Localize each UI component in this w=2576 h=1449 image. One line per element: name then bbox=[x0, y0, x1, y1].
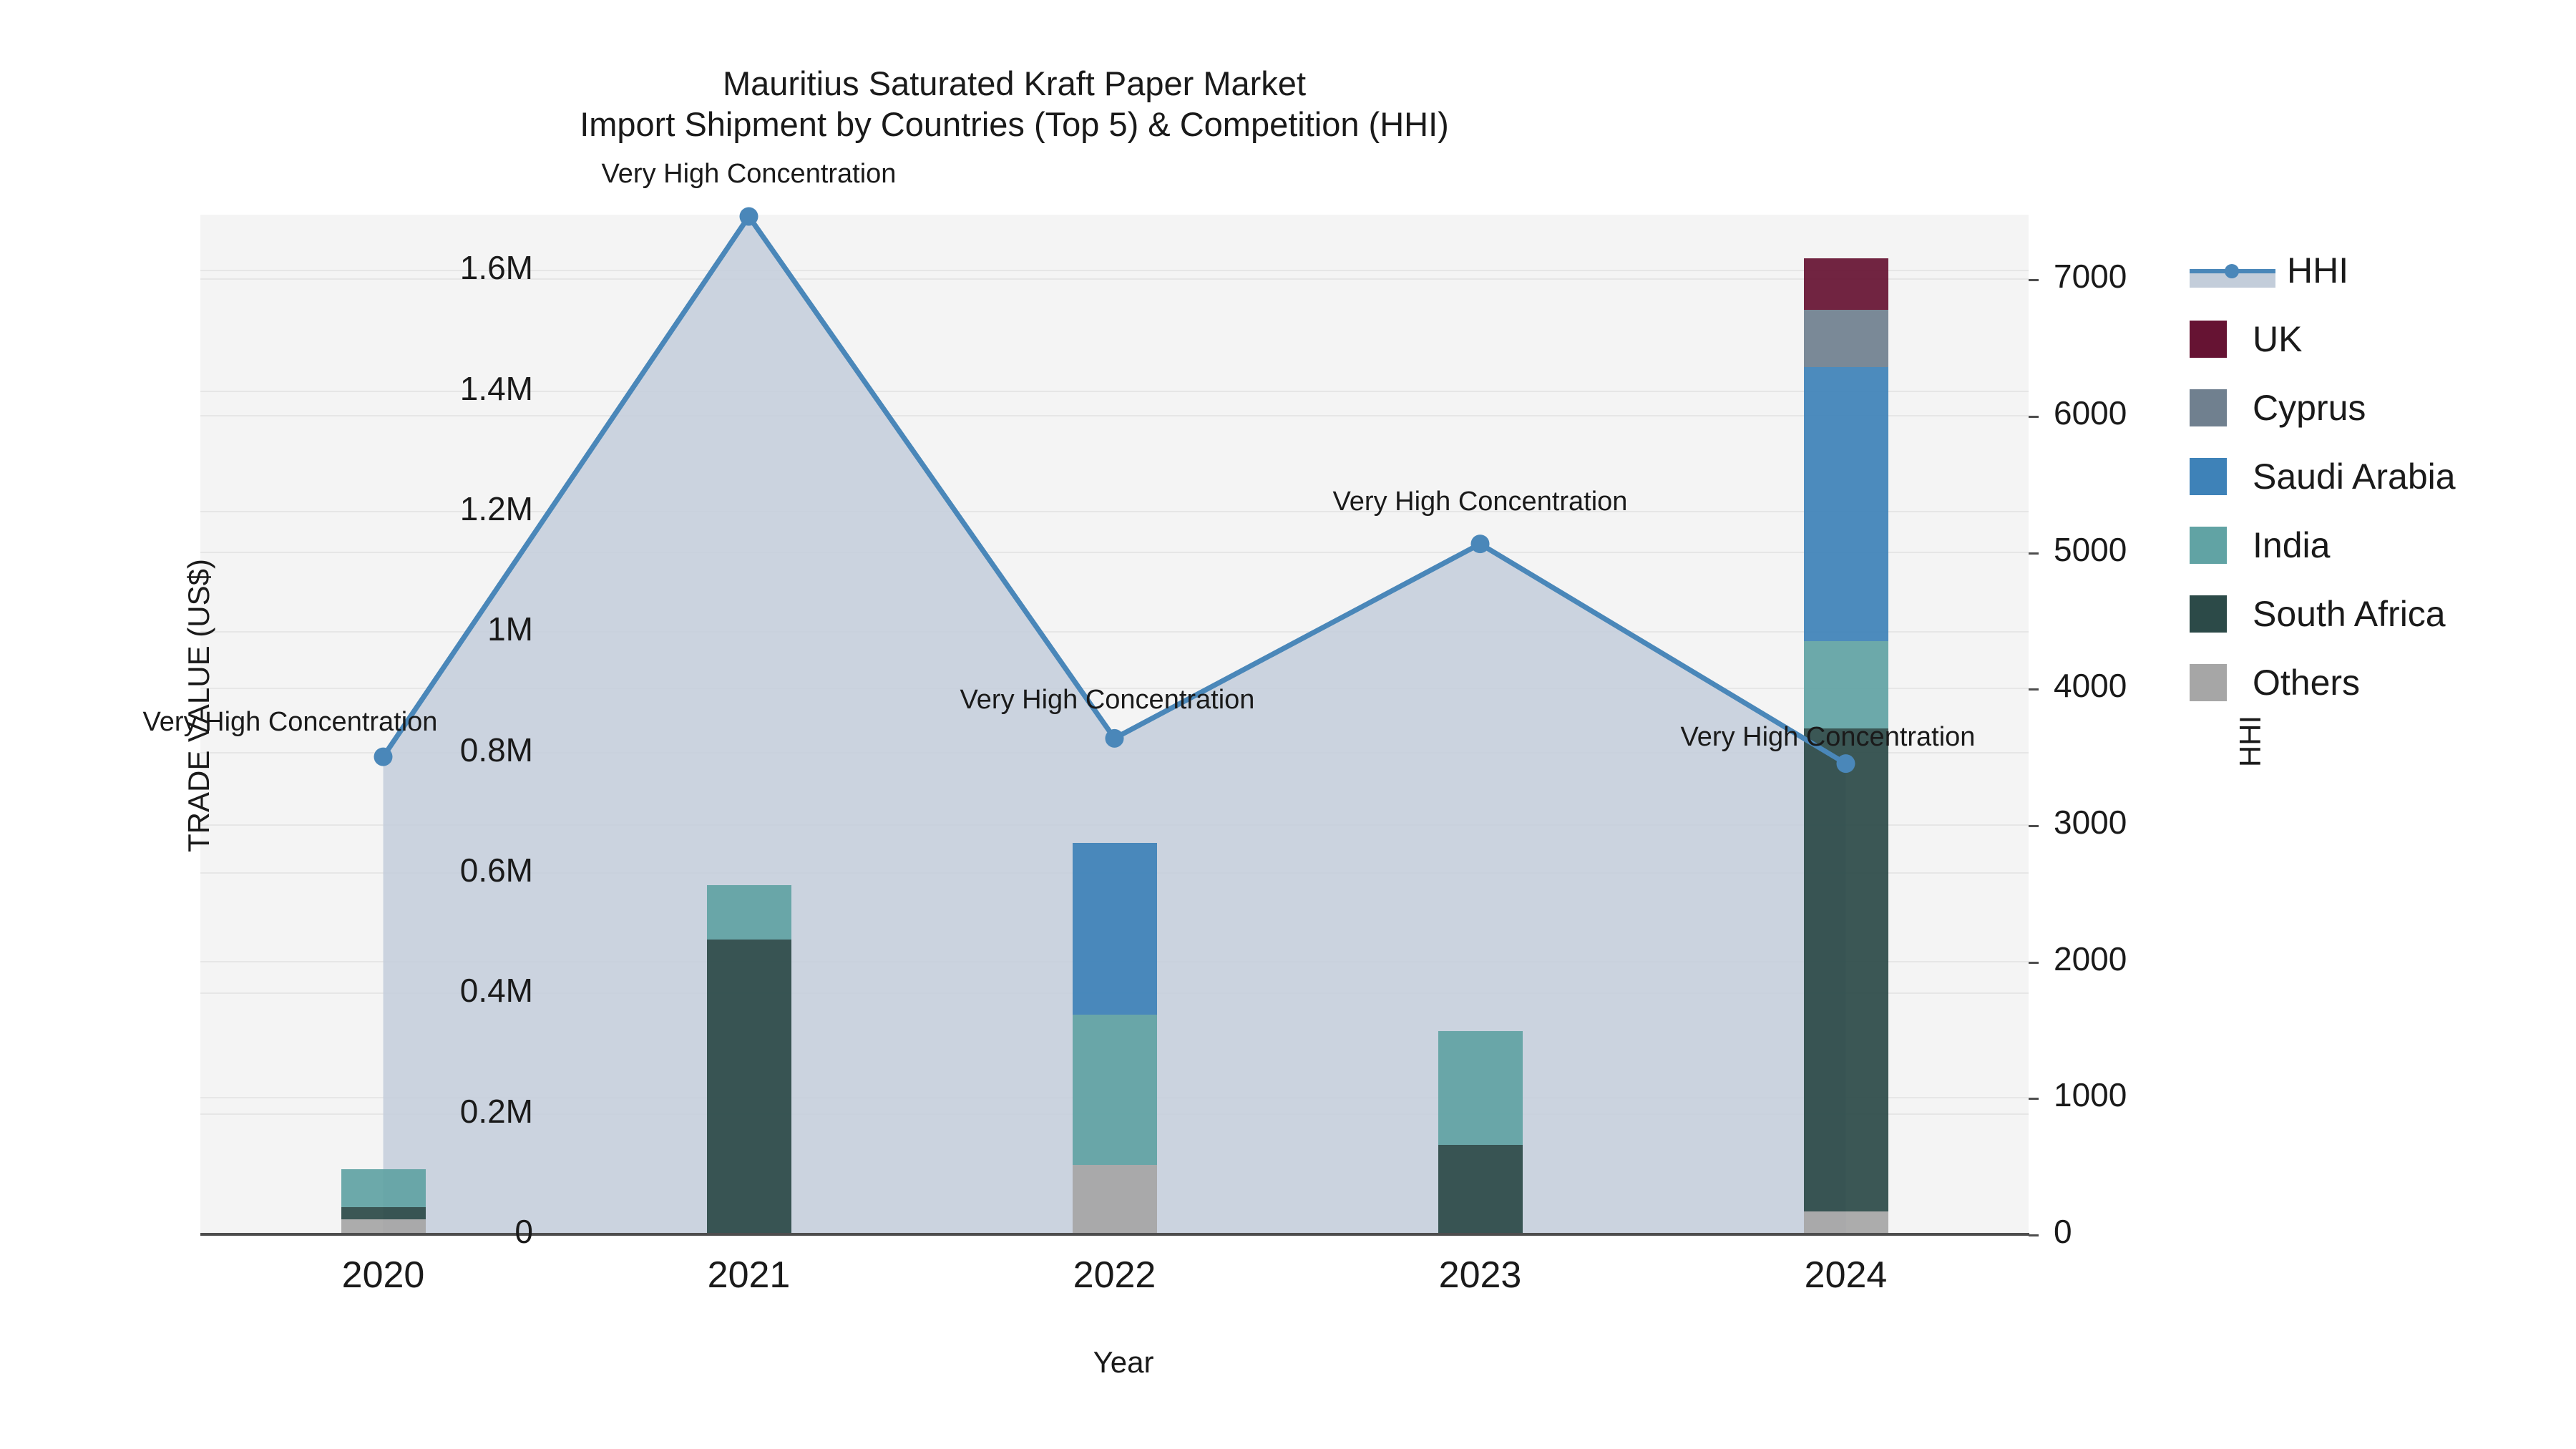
legend-swatch-icon bbox=[2190, 458, 2227, 495]
y-axis-right-tick: 7000 bbox=[2054, 258, 2127, 296]
y-axis-right-tick: 0 bbox=[2054, 1213, 2072, 1250]
legend-item-label: UK bbox=[2253, 319, 2303, 359]
legend-item-label: Others bbox=[2253, 663, 2361, 703]
chart-title: Mauritius Saturated Kraft Paper Market I… bbox=[0, 63, 2029, 145]
legend-item-south-africa[interactable]: South Africa bbox=[2190, 580, 2576, 648]
y-axis-right-tick: 5000 bbox=[2054, 530, 2127, 568]
y-axis-left-label: TRADE VALUE (US$) bbox=[182, 559, 215, 852]
y-axis-right-tick-mark bbox=[2029, 415, 2039, 418]
legend-item-label: Cyprus bbox=[2253, 388, 2366, 428]
bar-segment-others[interactable] bbox=[1072, 1165, 1157, 1234]
chart-title-line-2: Import Shipment by Countries (Top 5) & C… bbox=[580, 105, 1449, 144]
legend-item-label: Saudi Arabia bbox=[2253, 457, 2456, 497]
legend-swatch-icon bbox=[2190, 389, 2227, 426]
legend-item-hhi[interactable]: HHI bbox=[2190, 236, 2576, 305]
bar-segment-india[interactable] bbox=[1803, 640, 1888, 728]
x-axis-line bbox=[200, 1233, 2029, 1236]
x-axis-tick-2024: 2024 bbox=[1804, 1254, 1888, 1296]
bar-segment-india[interactable] bbox=[706, 884, 791, 940]
y-axis-left-tick: 1.2M bbox=[459, 489, 533, 527]
bar-segment-south-africa[interactable] bbox=[1803, 728, 1888, 1211]
plot-area bbox=[200, 207, 2029, 1235]
legend-swatch-icon bbox=[2190, 321, 2227, 358]
legend-item-label: HHI bbox=[2287, 250, 2349, 291]
bar-segment-south-africa[interactable] bbox=[341, 1207, 426, 1219]
legend-item-label: South Africa bbox=[2253, 594, 2446, 634]
y-axis-right-tick: 2000 bbox=[2054, 940, 2127, 977]
legend-item-india[interactable]: India bbox=[2190, 511, 2576, 580]
y-axis-right-tick: 1000 bbox=[2054, 1076, 2127, 1114]
y-axis-right-tick-mark bbox=[2029, 961, 2039, 964]
y-axis-left-tick: 1.6M bbox=[459, 249, 533, 287]
legend: HHI UK Cyprus Saudi Arabia India South Africa… bbox=[2190, 236, 2576, 717]
annotation-label: Very High Concentration bbox=[1680, 722, 1976, 753]
y-axis-right-tick-mark bbox=[2029, 279, 2039, 282]
legend-swatch-icon bbox=[2190, 595, 2227, 633]
chart-title-line-1: Mauritius Saturated Kraft Paper Market bbox=[722, 64, 1307, 102]
y-axis-left-tick: 0.6M bbox=[459, 851, 533, 889]
bar-segment-india[interactable] bbox=[1072, 1014, 1157, 1166]
bar-segment-india[interactable] bbox=[341, 1169, 426, 1208]
y-axis-right-tick-mark bbox=[2029, 824, 2039, 827]
annotation-label: Very High Concentration bbox=[142, 706, 438, 737]
x-axis-tick-2021: 2021 bbox=[707, 1254, 791, 1296]
y-axis-right-tick-mark bbox=[2029, 1234, 2039, 1236]
y-axis-left-tick: 0.4M bbox=[459, 972, 533, 1010]
y-axis-right-tick: 4000 bbox=[2054, 667, 2127, 705]
x-axis-tick-2022: 2022 bbox=[1073, 1254, 1156, 1296]
annotation-label: Very High Concentration bbox=[601, 159, 897, 190]
legend-item-uk[interactable]: UK bbox=[2190, 305, 2576, 374]
legend-swatch-icon bbox=[2190, 664, 2227, 701]
bar-segment-uk[interactable] bbox=[1803, 258, 1888, 310]
y-axis-left-tick: 0 bbox=[514, 1213, 533, 1250]
annotation-label: Very High Concentration bbox=[1332, 487, 1628, 517]
legend-line-marker-icon bbox=[2190, 252, 2275, 289]
y-axis-right-tick: 3000 bbox=[2054, 803, 2127, 841]
x-axis-tick-2020: 2020 bbox=[341, 1254, 425, 1296]
legend-item-cyprus[interactable]: Cyprus bbox=[2190, 374, 2576, 442]
bar-segment-india[interactable] bbox=[1438, 1030, 1523, 1146]
legend-item-others[interactable]: Others bbox=[2190, 648, 2576, 717]
y-axis-right-tick-mark bbox=[2029, 688, 2039, 691]
bar-segment-saudi-arabia[interactable] bbox=[1803, 366, 1888, 641]
x-axis-label: Year bbox=[1093, 1345, 1154, 1379]
bar-segment-south-africa[interactable] bbox=[1438, 1145, 1523, 1234]
bar-segment-cyprus[interactable] bbox=[1803, 309, 1888, 367]
annotation-label: Very High Concentration bbox=[960, 684, 1255, 715]
y-axis-left-tick: 0.2M bbox=[459, 1092, 533, 1130]
y-axis-left-tick: 1M bbox=[487, 610, 533, 648]
y-axis-left-tick: 0.8M bbox=[459, 731, 533, 769]
bar-segment-saudi-arabia[interactable] bbox=[1072, 842, 1157, 1015]
y-axis-left-tick: 1.4M bbox=[459, 369, 533, 407]
y-axis-right-tick: 6000 bbox=[2054, 394, 2127, 431]
y-axis-right-tick-mark bbox=[2029, 552, 2039, 555]
x-axis-tick-2023: 2023 bbox=[1438, 1254, 1522, 1296]
legend-item-label: India bbox=[2253, 525, 2331, 565]
legend-swatch-icon bbox=[2190, 527, 2227, 564]
bar-segment-others[interactable] bbox=[1803, 1211, 1888, 1234]
legend-item-saudi-arabia[interactable]: Saudi Arabia bbox=[2190, 442, 2576, 511]
bar-segment-others[interactable] bbox=[341, 1219, 426, 1234]
bar-segment-south-africa[interactable] bbox=[706, 939, 791, 1234]
y-axis-right-tick-mark bbox=[2029, 1098, 2039, 1101]
